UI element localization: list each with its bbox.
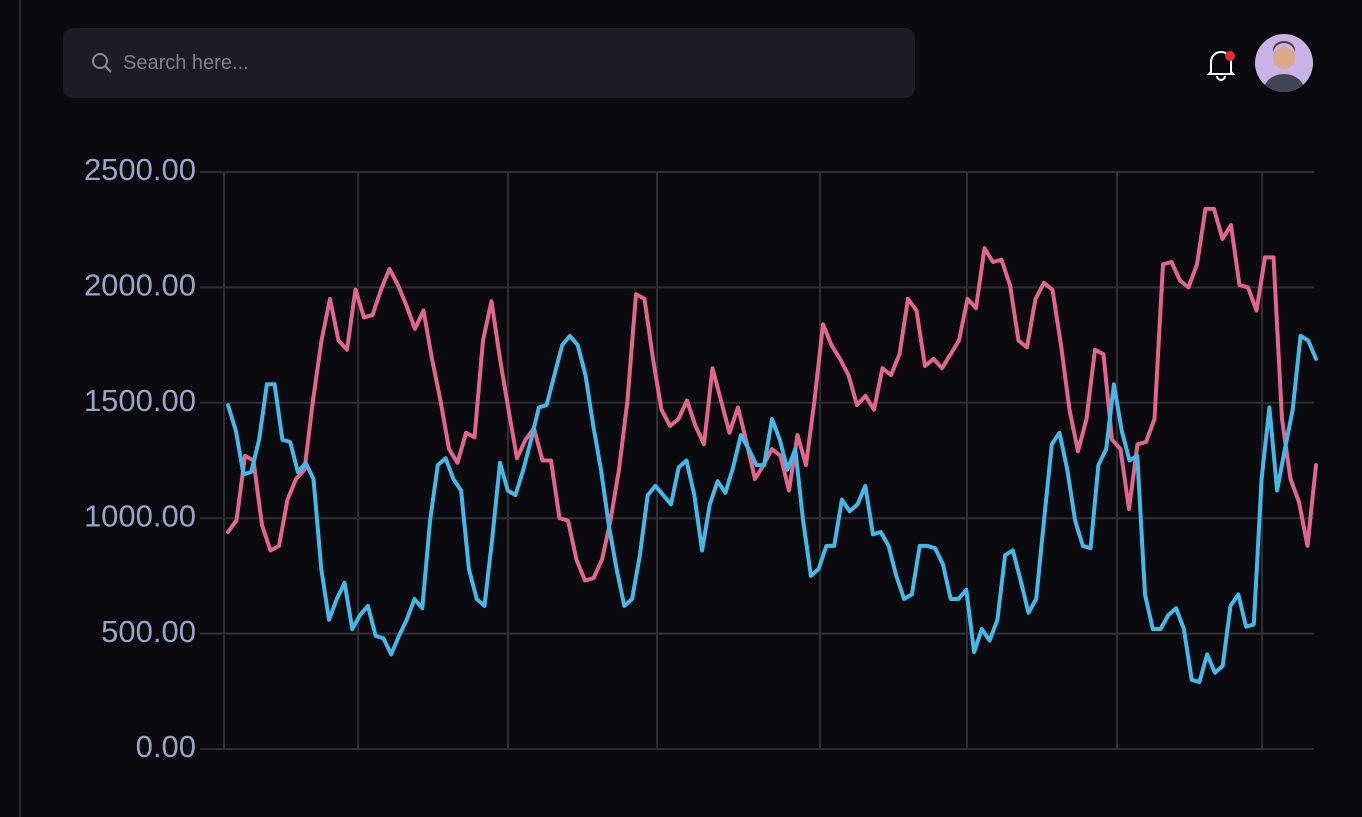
- notification-bell[interactable]: [1205, 48, 1237, 82]
- search-placeholder: Search here...: [123, 52, 249, 74]
- search-box[interactable]: Search here...: [63, 28, 915, 98]
- y-tick-label: 2500.00: [84, 152, 196, 187]
- search-icon: [92, 53, 112, 73]
- y-tick-label: 1000.00: [84, 498, 196, 533]
- x-grid: [223, 172, 1263, 749]
- user-avatar[interactable]: [1255, 34, 1313, 92]
- y-tick-label: 500.00: [101, 614, 196, 649]
- avatar-image: [1263, 41, 1305, 92]
- y-tick-label: 2000.00: [84, 268, 196, 303]
- line-series: [226, 333, 1318, 685]
- y-tick-label: 0.00: [136, 729, 196, 764]
- sidebar-edge: [19, 0, 21, 817]
- line-series: [226, 206, 1318, 583]
- y-tick-label: 1500.00: [84, 383, 196, 418]
